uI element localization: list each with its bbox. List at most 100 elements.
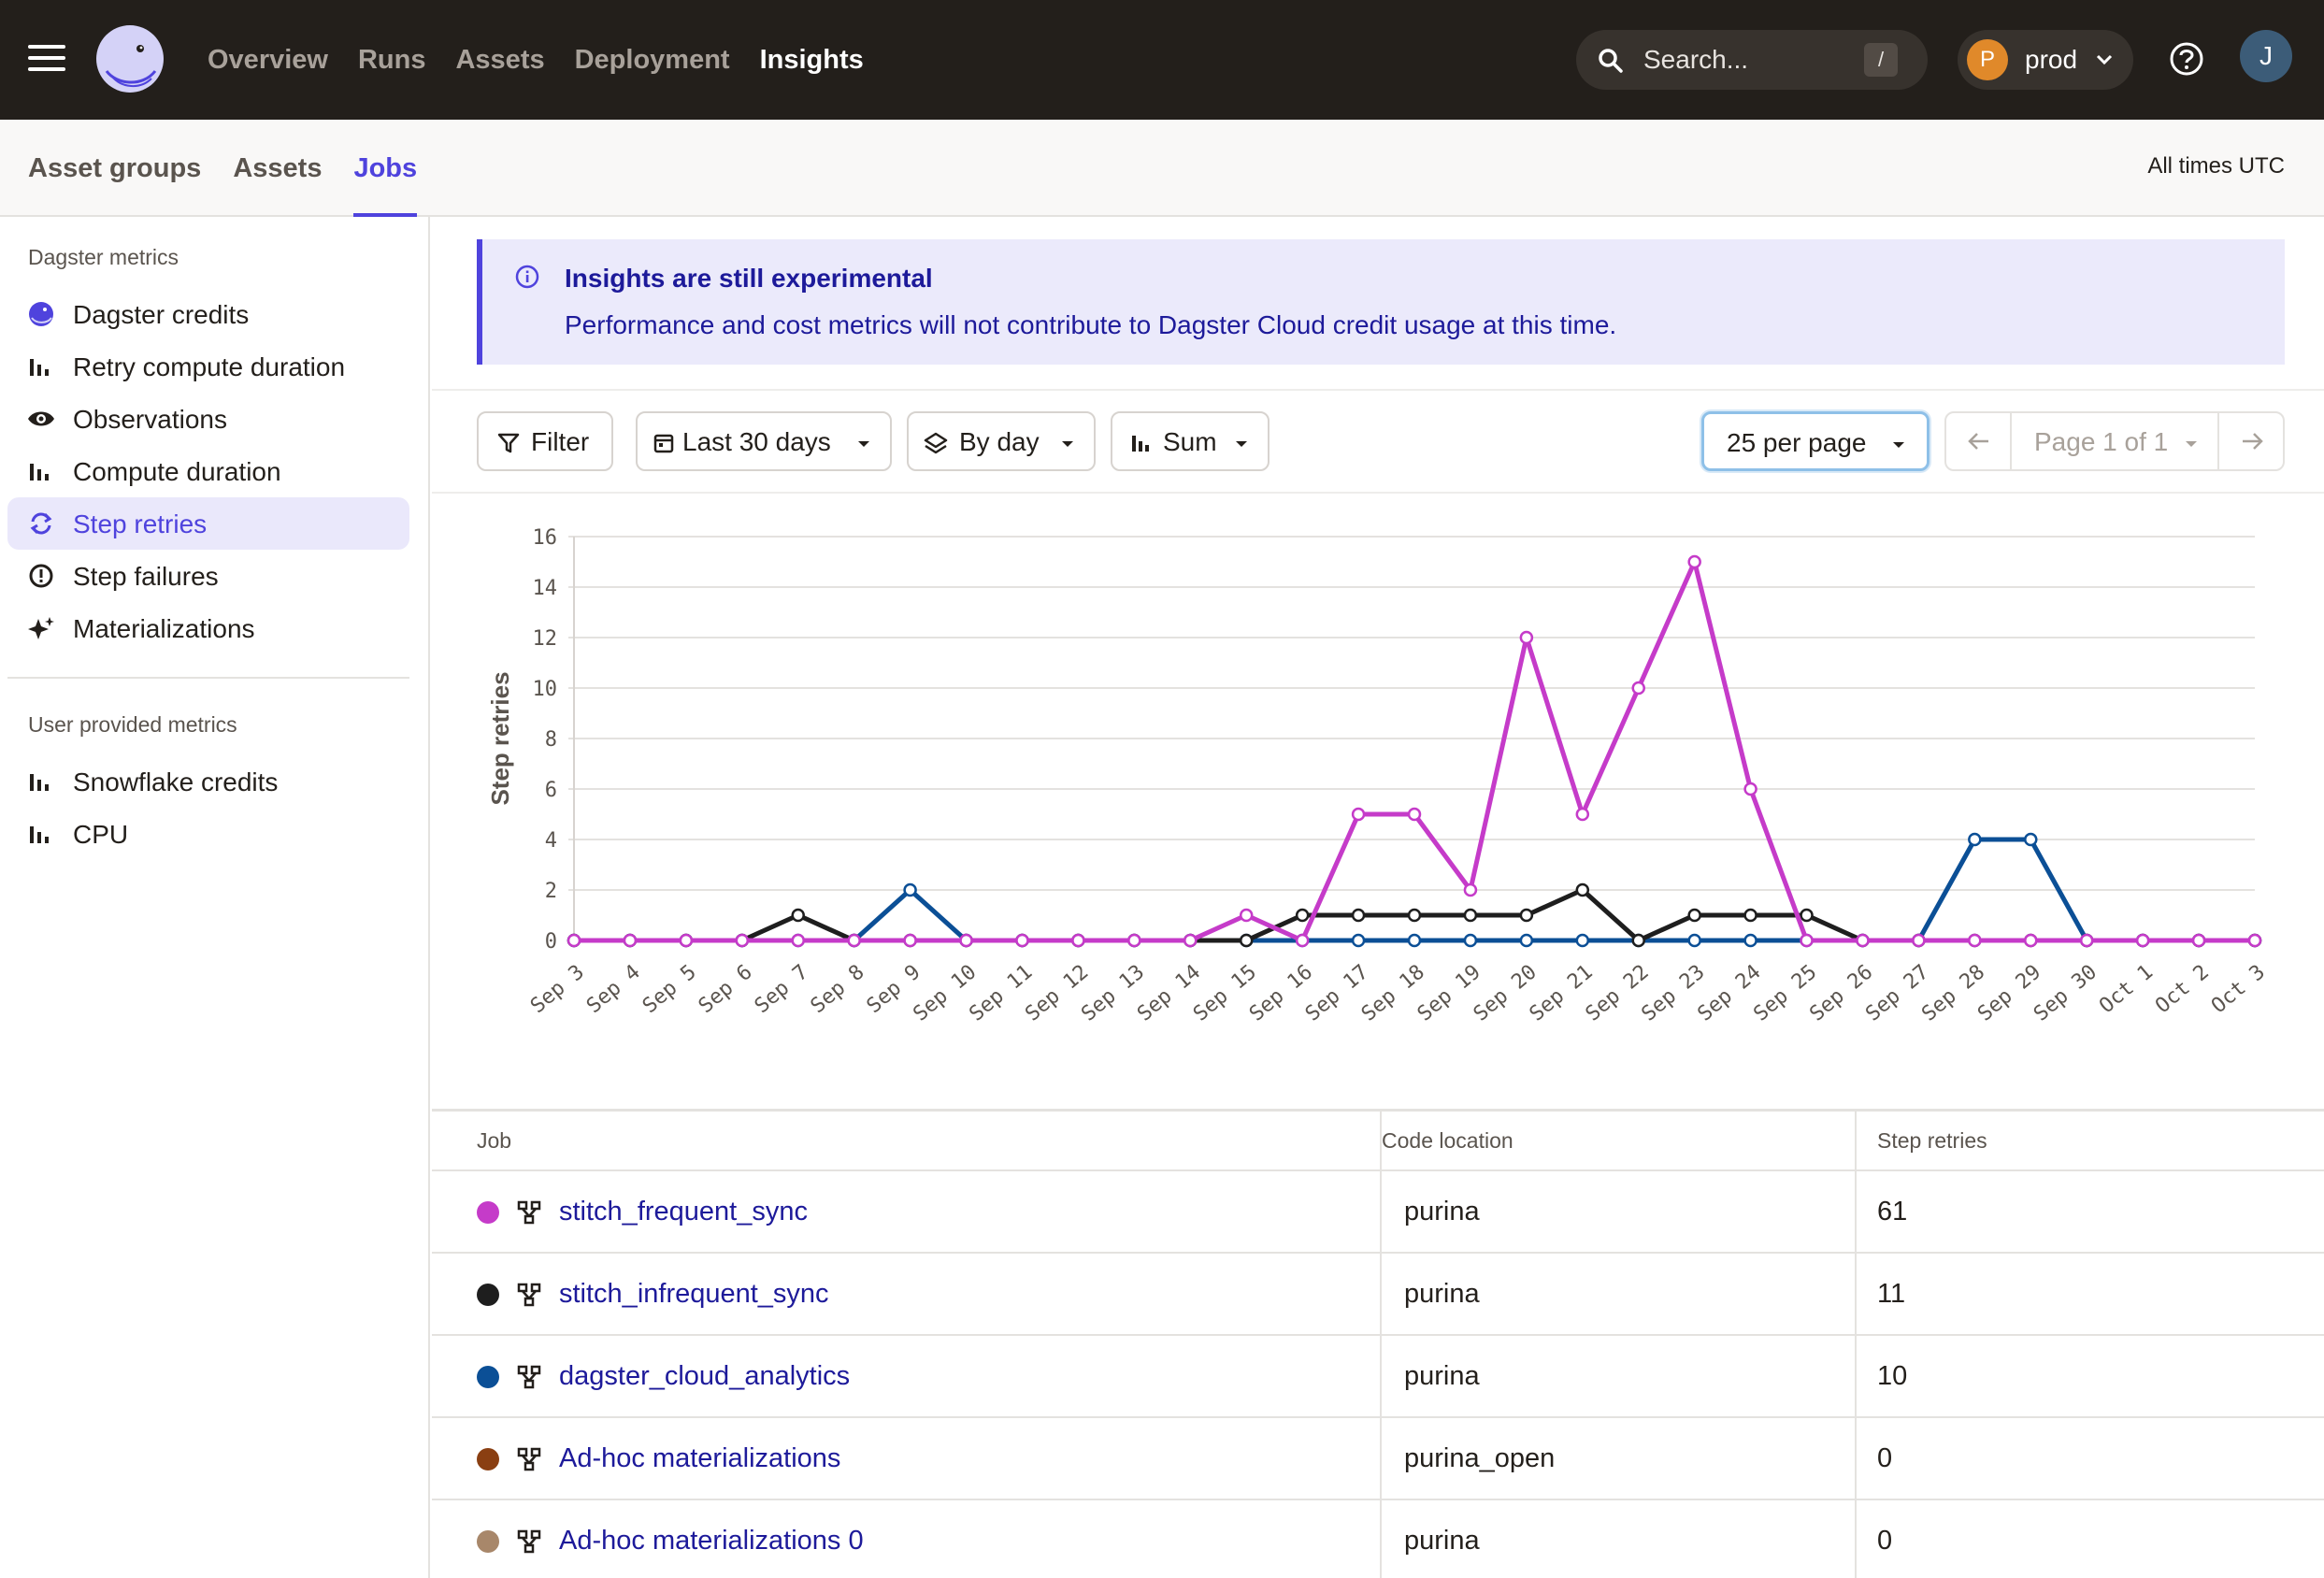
search-input[interactable]: Search... / (1576, 30, 1928, 90)
sidebar-item-observations[interactable]: Observations (7, 393, 409, 445)
eye-icon (28, 411, 54, 426)
column-header-job[interactable]: Job (477, 1128, 512, 1153)
tab-assets[interactable]: Assets (233, 153, 323, 183)
next-page-button[interactable] (2217, 413, 2283, 469)
nav-runs[interactable]: Runs (357, 44, 426, 75)
sidebar-item-compute-duration[interactable]: Compute duration (7, 445, 409, 497)
x-tick-label: Sep 11 (965, 960, 1037, 1026)
main-nav: Overview Runs Assets Deployment Insights (208, 0, 864, 120)
arrow-right-icon (2243, 433, 2263, 450)
column-header-code-location[interactable]: Code location (1382, 1128, 1513, 1153)
data-point (1239, 908, 1254, 923)
alert-circle-icon (29, 564, 53, 588)
series-color-dot[interactable] (477, 1366, 499, 1388)
sidebar-item-dagster-credits[interactable]: Dagster credits (7, 288, 409, 340)
x-tick-label: Oct 2 (2151, 960, 2214, 1018)
data-point (2191, 933, 2206, 948)
data-point (1912, 933, 1926, 948)
x-tick-label: Sep 4 (582, 960, 645, 1018)
x-tick-label: Sep 22 (1582, 960, 1654, 1026)
help-icon[interactable] (2169, 41, 2204, 77)
y-tick-label: 8 (545, 728, 557, 752)
series-color-dot[interactable] (477, 1530, 499, 1553)
column-header-step-retries[interactable]: Step retries (1877, 1128, 1987, 1153)
data-point (791, 933, 805, 948)
caret-down-icon (2186, 441, 2197, 447)
data-point (2024, 832, 2038, 847)
tab-jobs[interactable]: Jobs (353, 120, 417, 217)
deployment-switcher[interactable]: P prod (1958, 30, 2133, 90)
series-line (574, 559, 2255, 943)
sidebar-item-label: Retry compute duration (73, 352, 346, 381)
series-color-dot[interactable] (477, 1284, 499, 1306)
job-link[interactable]: dagster_cloud_analytics (559, 1361, 851, 1391)
job-link[interactable]: Ad-hoc materializations (559, 1443, 841, 1473)
sidebar-item-materializations[interactable]: Materializations (7, 602, 409, 654)
series-color-dot[interactable] (477, 1448, 499, 1470)
filter-button[interactable]: Filter (477, 411, 613, 471)
aggregation-select[interactable]: Sum (1111, 411, 1270, 471)
table-row: Ad-hoc materializations 0 purina 0 (432, 1500, 2324, 1578)
deployment-avatar: P (1967, 39, 2008, 80)
data-point (1743, 933, 1757, 948)
step-retries-chart: 0 2 4 6 8 10 12 14 16 Step retries Sep 3 Sep 4 Sep 5… (432, 505, 2324, 1103)
menu-icon[interactable] (28, 45, 65, 75)
divider (432, 1109, 2324, 1112)
data-point (1743, 908, 1757, 923)
nav-deployment[interactable]: Deployment (574, 44, 730, 75)
sidebar-item-label: Compute duration (73, 457, 281, 486)
pagination: Page 1 of 1 (1944, 411, 2285, 471)
metrics-sidebar: Dagster metrics Dagster credits Retry co… (0, 217, 430, 1578)
data-point (2135, 933, 2150, 948)
insights-tabs: Asset groups Assets Jobs (28, 120, 417, 217)
previous-page-button[interactable] (1946, 413, 2012, 469)
data-point (2024, 933, 2038, 948)
deployment-name: prod (2025, 45, 2078, 74)
nav-insights[interactable]: Insights (759, 44, 864, 75)
timezone-label: All times UTC (2147, 153, 2285, 179)
page-size-label: 25 per page (1727, 428, 1867, 457)
data-point (679, 933, 694, 948)
user-avatar[interactable]: J (2240, 30, 2292, 82)
x-tick-label: Sep 14 (1133, 960, 1205, 1026)
sidebar-item-label: Observations (73, 405, 227, 434)
data-point (1519, 630, 1534, 645)
table-row: Ad-hoc materializations purina_open 0 (432, 1418, 2324, 1500)
sidebar-item-snowflake-credits[interactable]: Snowflake credits (7, 755, 409, 808)
x-tick-label: Sep 23 (1638, 960, 1710, 1026)
date-range-select[interactable]: Last 30 days (636, 411, 892, 471)
job-link[interactable]: stitch_infrequent_sync (559, 1279, 829, 1309)
tab-asset-groups[interactable]: Asset groups (28, 153, 202, 183)
job-link[interactable]: Ad-hoc materializations 0 (559, 1526, 864, 1556)
sidebar-item-cpu[interactable]: CPU (7, 808, 409, 860)
data-point (623, 933, 638, 948)
dagster-logo-icon[interactable] (93, 22, 166, 95)
sidebar-item-step-failures[interactable]: Step failures (7, 550, 409, 602)
sidebar-divider (7, 677, 409, 679)
job-link[interactable]: stitch_frequent_sync (559, 1197, 808, 1227)
data-point (1519, 933, 1534, 948)
x-tick-label: Sep 24 (1693, 960, 1765, 1026)
data-point (1631, 681, 1645, 696)
data-point (1071, 933, 1085, 948)
series-color-dot[interactable] (477, 1201, 499, 1224)
data-point (1575, 807, 1590, 822)
nav-assets[interactable]: Assets (455, 44, 545, 75)
nav-overview[interactable]: Overview (208, 44, 328, 75)
x-tick-label: Sep 17 (1301, 960, 1373, 1026)
data-point (1407, 933, 1422, 948)
caret-down-icon (1062, 441, 1073, 447)
sidebar-item-retry-compute-duration[interactable]: Retry compute duration (7, 340, 409, 393)
data-point (1519, 908, 1534, 923)
code-location: purina (1404, 1361, 1480, 1391)
date-range-label: Last 30 days (682, 427, 831, 456)
page-size-select[interactable]: 25 per page (1701, 411, 1929, 471)
data-point (1351, 933, 1366, 948)
grouping-select[interactable]: By day (907, 411, 1096, 471)
filter-icon (497, 433, 520, 453)
data-point (1631, 933, 1645, 948)
sidebar-item-step-retries[interactable]: Step retries (7, 497, 409, 550)
data-point (1407, 807, 1422, 822)
page-indicator[interactable]: Page 1 of 1 (2034, 427, 2169, 456)
sidebar-item-label: Step failures (73, 562, 219, 591)
